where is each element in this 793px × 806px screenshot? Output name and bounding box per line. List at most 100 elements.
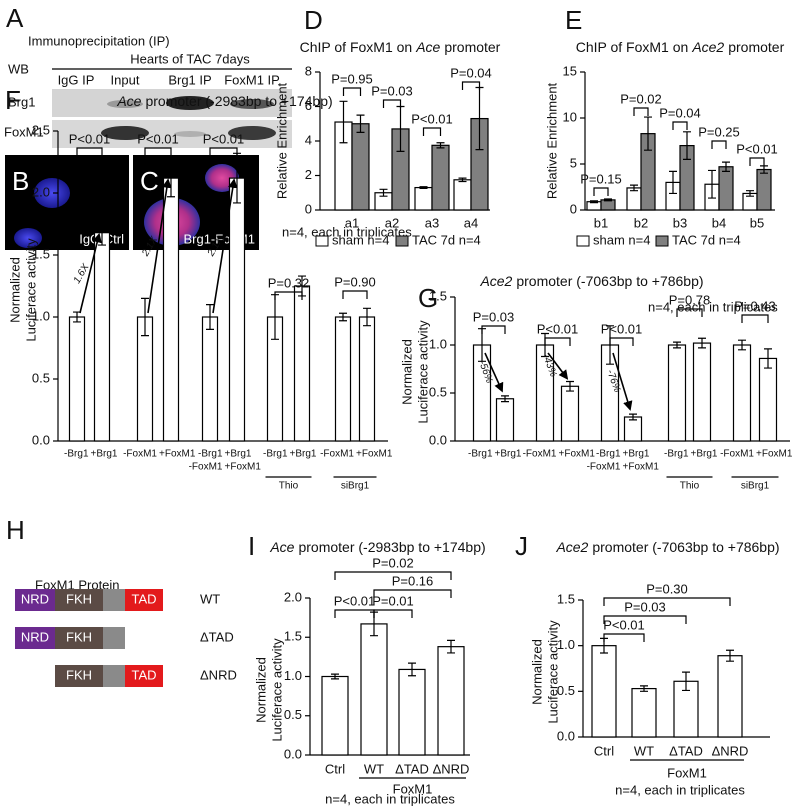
- title-part: Ace2: [555, 539, 588, 555]
- ip-subtitle: Hearts of TAC 7days: [130, 51, 250, 66]
- bar: [293, 285, 311, 442]
- significance-bracket: [274, 291, 303, 300]
- p-value: P=0.15: [580, 171, 622, 186]
- x-tick-label: +FoxM1: [225, 462, 262, 473]
- domain: [15, 589, 55, 611]
- significance-bracket: [373, 589, 452, 598]
- y-tick-label: 0.0: [429, 432, 447, 447]
- error-bar: [419, 186, 428, 190]
- chart-title: Ace promoter (-2983bp to +174bp): [269, 539, 485, 555]
- significance-bracket: [461, 81, 481, 90]
- p-value: P=0.16: [392, 573, 434, 588]
- x-tick-label: -Brg1: [198, 449, 223, 460]
- group-label: Thio: [680, 481, 700, 492]
- x-tick-label: b1: [594, 215, 608, 230]
- bar: [93, 232, 111, 442]
- domain-label: TAD: [131, 591, 156, 606]
- significance-bracket: [382, 99, 402, 108]
- y-tick-label: 2.0: [284, 589, 302, 604]
- lane-label: Brg1 IP: [168, 72, 211, 87]
- y-tick-label: 0: [305, 201, 312, 216]
- x-tick-label: b4: [712, 215, 726, 230]
- x-tick-label: +Brg1: [623, 449, 650, 460]
- error-bar: [408, 662, 416, 677]
- p-value: P<0.01: [537, 321, 579, 336]
- significance-bracket: [603, 633, 645, 642]
- bar: [228, 177, 246, 442]
- y-axis-label: Normalized: [529, 639, 544, 705]
- p-value: P<0.01: [736, 141, 778, 156]
- error-bar: [708, 169, 716, 199]
- error-bar: [726, 649, 734, 662]
- y-tick-label: 2.0: [32, 184, 50, 199]
- x-tick-label: -Brg1: [64, 449, 89, 460]
- y-tick-label: 0.0: [32, 432, 50, 447]
- x-tick-label: a1: [345, 215, 359, 230]
- p-value: P=0.43: [734, 298, 776, 313]
- significance-bracket: [593, 187, 609, 196]
- error-bar: [363, 307, 371, 327]
- error-bar: [644, 116, 652, 151]
- bar: [692, 342, 712, 442]
- p-value: P<0.01: [411, 111, 453, 126]
- x-tick-label: -FoxM1: [523, 449, 557, 460]
- chart-title: Ace2 promoter (-7063bp to +786bp): [479, 273, 703, 289]
- bar: [358, 316, 376, 442]
- significance-bracket: [342, 290, 368, 299]
- construct-name: ΔTAD: [200, 629, 234, 644]
- domain-label: FKH: [66, 591, 92, 606]
- x-tick-label: a3: [425, 215, 439, 230]
- significance-bracket: [672, 121, 688, 130]
- blot-band: [230, 99, 274, 109]
- blot-band: [166, 96, 214, 110]
- p-value: P<0.01: [137, 131, 179, 146]
- error-bar: [436, 142, 445, 149]
- p-value: P<0.01: [603, 617, 645, 632]
- y-axis-label: Normalized: [7, 257, 22, 323]
- y-tick-label: 15: [563, 63, 577, 78]
- legend-label: TAC 7d n=4: [412, 232, 481, 247]
- bar: [360, 623, 388, 756]
- title-part: Ace2: [691, 39, 724, 55]
- change-arrow: [612, 352, 633, 411]
- bar: [414, 186, 433, 211]
- nucleus: [14, 228, 42, 248]
- x-tick-label: -FoxM1: [720, 449, 754, 460]
- error-bar: [669, 170, 677, 195]
- bar: [351, 123, 370, 211]
- y-tick-label: 0.5: [32, 370, 50, 385]
- bar: [718, 166, 734, 211]
- change-arrow: [547, 352, 569, 380]
- y-tick-label: 0.0: [284, 746, 302, 761]
- error-bar: [98, 219, 106, 246]
- panel-letter: G: [418, 283, 438, 313]
- title-part: Ace: [269, 539, 294, 555]
- y-axis-label: Relative Enrichment: [274, 82, 289, 199]
- linker: [103, 665, 125, 687]
- domain: [125, 665, 163, 687]
- x-tick-label: ΔTAD: [669, 743, 703, 758]
- p-value: P=0.95: [331, 71, 373, 86]
- panel-letter: B: [12, 166, 29, 196]
- x-tick-label: b3: [673, 215, 687, 230]
- x-tick-label: -Brg1: [664, 449, 689, 460]
- construct-name: ΔNRD: [200, 667, 237, 682]
- p-value: P=0.02: [620, 91, 662, 106]
- domain-label: NRD: [21, 629, 49, 644]
- significance-bracket: [422, 127, 442, 136]
- title-part: ChIP of FoxM1 on: [576, 39, 689, 55]
- x-tick-label: +Brg1: [225, 449, 252, 460]
- p-value: P=0.01: [372, 593, 414, 608]
- y-axis-label: Luciferace activity: [545, 620, 560, 724]
- x-tick-label: +FoxM1: [356, 449, 393, 460]
- p-value: P=0.30: [646, 581, 688, 596]
- x-tick-label: ΔNRD: [712, 743, 749, 758]
- title-part: Ace: [116, 93, 141, 109]
- bar: [623, 416, 643, 442]
- x-tick-label: b2: [634, 215, 648, 230]
- title-part: ChIP of FoxM1 on: [300, 39, 413, 55]
- x-tick-label: -FoxM1: [189, 462, 223, 473]
- significance-bracket: [749, 157, 765, 166]
